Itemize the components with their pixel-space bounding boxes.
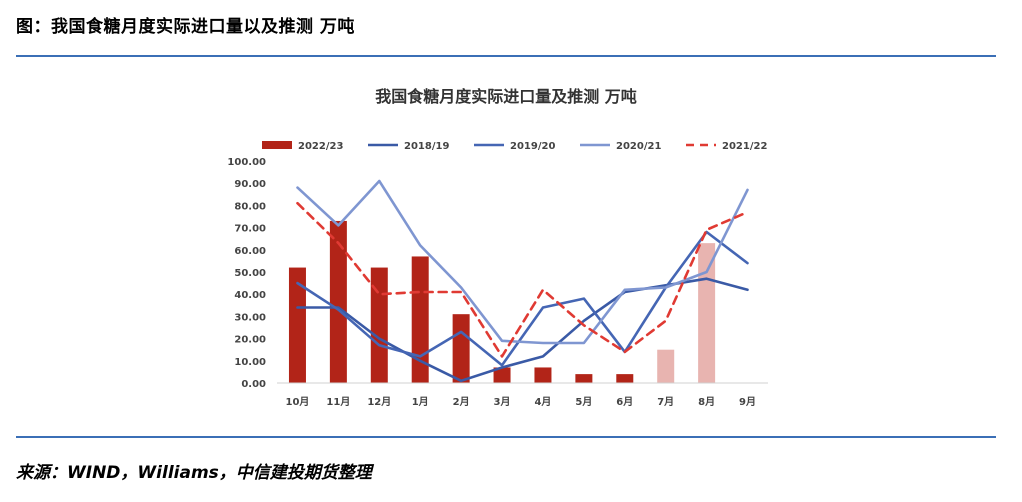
bar (534, 367, 552, 383)
series-line (296, 179, 749, 345)
x-tick-label: 1月 (412, 396, 429, 408)
y-tick-label: 100.00 (227, 157, 266, 168)
y-tick-label: 10.00 (234, 357, 266, 368)
bar (329, 220, 347, 383)
x-tick-label: 10月 (285, 396, 309, 408)
legend-swatch (262, 141, 292, 149)
bar (370, 267, 388, 383)
x-tick-label: 8月 (698, 396, 715, 408)
y-tick-label: 70.00 (234, 224, 266, 235)
bottom-divider (16, 436, 996, 438)
bar (288, 267, 306, 383)
legend-label: 2020/21 (616, 141, 661, 152)
legend-label: 2019/20 (510, 141, 555, 152)
chart-title: 我国食糖月度实际进口量及推测 万吨 (375, 87, 637, 106)
series-line (296, 277, 749, 383)
x-tick-label: 3月 (494, 396, 511, 408)
x-tick-label: 5月 (575, 396, 592, 408)
legend-label: 2021/22 (722, 141, 767, 152)
x-tick-label: 4月 (534, 396, 551, 408)
lines (296, 179, 749, 383)
y-tick-label: 60.00 (234, 246, 266, 257)
x-tick-label: 7月 (657, 396, 674, 408)
y-axis: 0.00 10.00 20.00 30.00 40.00 50.00 60.00 70.00 8… (227, 157, 266, 390)
y-tick-label: 80.00 (234, 201, 266, 212)
legend: 2022/23 2018/19 2019/20 2020/21 2021/22 (262, 141, 767, 152)
source-note: 来源：WIND，Williams，中信建投期货整理 (16, 463, 372, 483)
x-axis: 10月 11月 12月 1月 2月 3月 4月 5月 6月 7月 8月 9月 (277, 382, 768, 408)
y-tick-label: 0.00 (241, 379, 266, 390)
bar-projection (698, 243, 716, 383)
y-tick-label: 30.00 (234, 312, 266, 323)
bar (411, 256, 429, 383)
bar (493, 367, 511, 383)
x-tick-label: 9月 (739, 396, 756, 408)
bars (288, 220, 716, 383)
y-tick-label: 90.00 (234, 179, 266, 190)
series-line (296, 230, 749, 367)
bar (575, 374, 593, 383)
x-tick-label: 2月 (453, 396, 470, 408)
series-line (296, 201, 749, 358)
legend-label: 2022/23 (298, 141, 343, 152)
bar (452, 314, 470, 383)
y-tick-label: 20.00 (234, 335, 266, 346)
legend-label: 2018/19 (404, 141, 449, 152)
x-tick-label: 6月 (616, 396, 633, 408)
top-divider (16, 55, 996, 57)
bar (616, 374, 634, 383)
y-tick-label: 40.00 (234, 290, 266, 301)
x-tick-label: 12月 (367, 396, 391, 408)
y-tick-label: 50.00 (234, 268, 266, 279)
bar-projection (657, 349, 675, 383)
figure-title: 图：我国食糖月度实际进口量以及推测 万吨 (16, 17, 355, 37)
x-tick-label: 11月 (326, 396, 350, 408)
